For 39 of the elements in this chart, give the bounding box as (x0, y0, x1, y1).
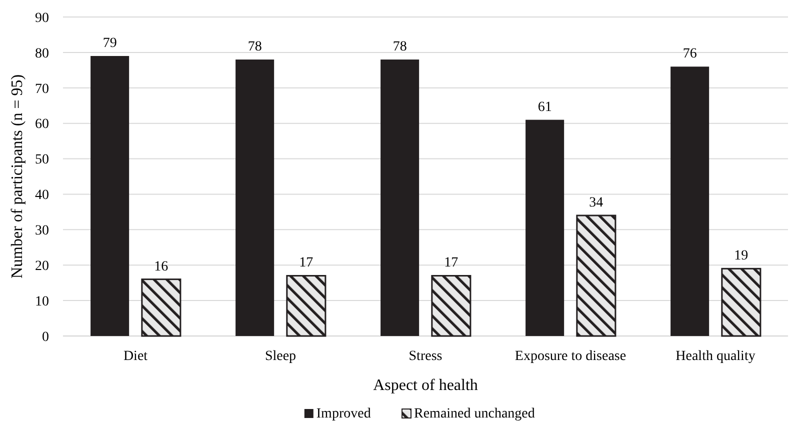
y-tick-label: 70 (35, 82, 49, 97)
y-tick-label: 40 (35, 188, 49, 204)
legend-label: Improved (316, 406, 371, 422)
data-label: 78 (248, 40, 262, 55)
bar (431, 274, 472, 337)
bar (90, 56, 130, 336)
x-tick-label: Diet (123, 349, 148, 364)
x-tick-label: Sleep (264, 349, 296, 364)
bar (526, 120, 564, 336)
y-tick-label: 90 (35, 10, 49, 26)
y-tick-label: 50 (35, 152, 49, 168)
bar (141, 278, 182, 337)
data-label: 79 (102, 36, 117, 51)
data-label: 17 (444, 256, 458, 271)
x-tick-label: Health quality (676, 349, 756, 364)
x-axis-title: Aspect of health (373, 377, 478, 394)
bar (576, 214, 616, 337)
data-label: 34 (589, 195, 604, 210)
data-label: 17 (299, 256, 314, 271)
bar (721, 268, 762, 337)
y-tick-label: 0 (42, 330, 49, 345)
bar (670, 66, 710, 336)
y-tick-label: 80 (35, 46, 49, 62)
y-tick-label: 20 (35, 259, 49, 274)
bar (236, 60, 274, 336)
data-label: 76 (682, 46, 697, 62)
data-label: 61 (538, 100, 552, 115)
y-tick-label: 10 (35, 294, 49, 310)
legend-label: Remained unchanged (414, 406, 535, 422)
bar (286, 274, 326, 337)
bar (380, 60, 420, 336)
data-label: 16 (154, 259, 168, 274)
y-tick-label: 60 (35, 117, 49, 132)
x-tick-label: Exposure to disease (514, 349, 626, 364)
y-axis-title: Number of participants (n = 95) (9, 74, 26, 279)
y-tick-label: 30 (35, 224, 49, 239)
data-label: 19 (734, 248, 748, 264)
data-label: 78 (392, 40, 407, 55)
x-tick-label: Stress (408, 349, 442, 364)
